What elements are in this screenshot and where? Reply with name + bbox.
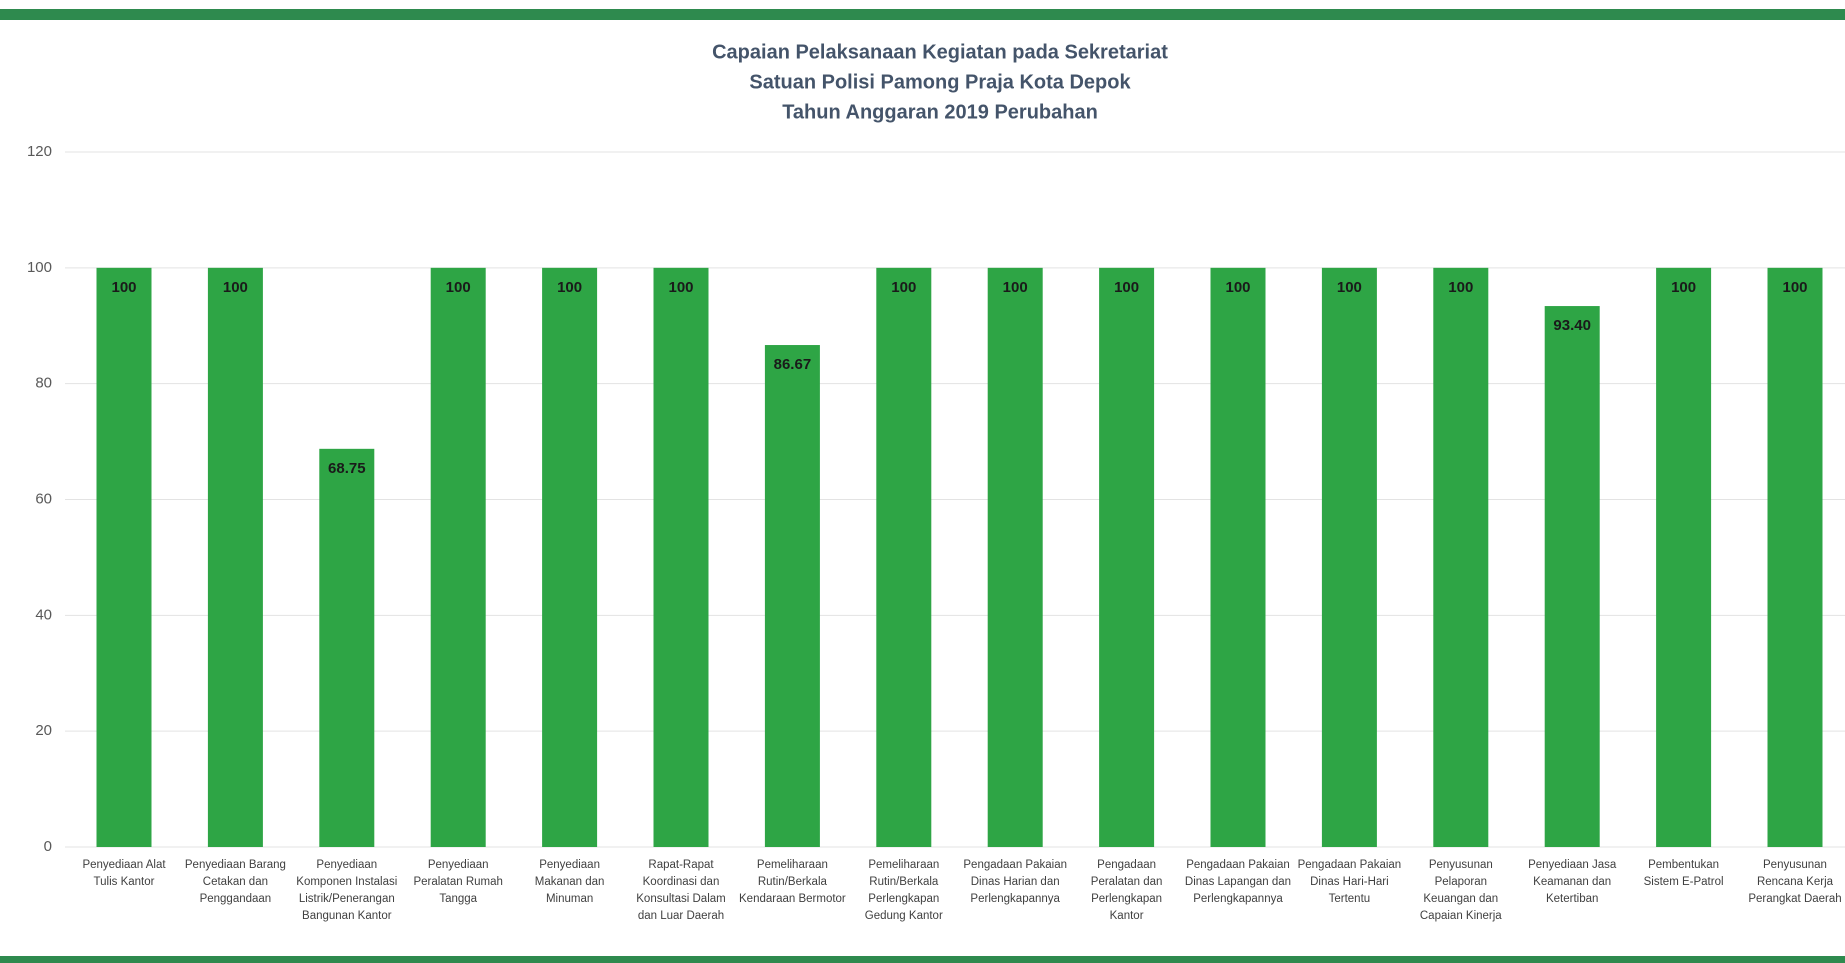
bar (1433, 267, 1489, 847)
data-label: 100 (446, 279, 471, 296)
x-tick-label: Pengadaan Peralatan dan Perlengkapan Kan… (1090, 859, 1163, 922)
data-label: 100 (1448, 279, 1473, 296)
data-label: 100 (111, 279, 136, 296)
data-label: 100 (223, 279, 248, 296)
x-tick-label: Pengadaan Pakaian Dinas Hari-Hari Terten… (1297, 859, 1402, 905)
x-tick-label: Pengadaan Pakaian Dinas Lapangan dan Per… (1184, 859, 1292, 905)
data-label: 100 (1671, 279, 1696, 296)
bar (542, 267, 598, 847)
y-tick-label: 100 (27, 259, 52, 276)
top-border (0, 9, 1845, 20)
x-tick-label: Pengadaan Pakaian Dinas Harian dan Perle… (963, 859, 1067, 905)
bar (1099, 267, 1155, 847)
data-label: 100 (668, 279, 693, 296)
bar (1210, 267, 1266, 847)
bar (319, 448, 375, 847)
x-tick-label: Penyediaan Barang Cetakan dan Penggandaa… (184, 859, 286, 905)
bar (1767, 267, 1823, 847)
x-tick-label: Pemeliharaan Rutin/Berkala Kendaraan Ber… (739, 859, 846, 905)
x-tick-label: Penyediaan Alat Tulis Kantor (82, 859, 166, 888)
bar (1656, 267, 1712, 847)
bar (1321, 267, 1377, 847)
data-label: 100 (557, 279, 582, 296)
bar (764, 345, 820, 847)
data-label: 68.75 (328, 460, 366, 477)
bar (207, 267, 263, 847)
data-label: 100 (1225, 279, 1250, 296)
y-tick-label: 120 (27, 143, 52, 160)
x-tick-label: Penyediaan Komponen Instalasi Listrik/Pe… (296, 859, 398, 922)
x-tick-label: Penyediaan Peralatan Rumah Tangga (413, 859, 503, 905)
y-tick-label: 40 (35, 606, 52, 623)
chart-title: Tahun Anggaran 2019 Perubahan (782, 101, 1098, 123)
bar (1544, 306, 1600, 847)
data-label: 100 (1337, 279, 1362, 296)
bar (96, 267, 152, 847)
y-tick-label: 20 (35, 722, 52, 739)
chart-title: Capaian Pelaksanaan Kegiatan pada Sekret… (712, 41, 1168, 63)
x-tick-label: Penyusunan Rencana Kerja Perangkat Daera… (1748, 859, 1842, 905)
data-label: 93.40 (1553, 317, 1591, 334)
bar (876, 267, 932, 847)
data-label: 86.67 (774, 356, 812, 373)
x-tick-label: Rapat-Rapat Koordinasi dan Konsultasi Da… (636, 859, 726, 922)
x-tick-label: Pemeliharaan Rutin/Berkala Perlengkapan … (864, 859, 943, 922)
chart-title: Satuan Polisi Pamong Praja Kota Depok (749, 71, 1131, 93)
data-label: 100 (1782, 279, 1807, 296)
data-label: 100 (1114, 279, 1139, 296)
x-tick-label: Penyediaan Jasa Keamanan dan Ketertiban (1528, 859, 1617, 905)
bar (653, 267, 709, 847)
y-tick-label: 80 (35, 375, 52, 392)
y-tick-label: 0 (44, 838, 52, 855)
data-label: 100 (1003, 279, 1028, 296)
data-label: 100 (891, 279, 916, 296)
bottom-border (0, 956, 1845, 963)
x-tick-label: Penyusunan Pelaporan Keuangan dan Capaia… (1419, 859, 1502, 922)
x-tick-label: Penyediaan Makanan dan Minuman (534, 859, 605, 905)
bar (430, 267, 486, 847)
x-tick-label: Pembentukan Sistem E-Patrol (1643, 859, 1724, 888)
bar (987, 267, 1043, 847)
y-tick-label: 60 (35, 490, 52, 507)
